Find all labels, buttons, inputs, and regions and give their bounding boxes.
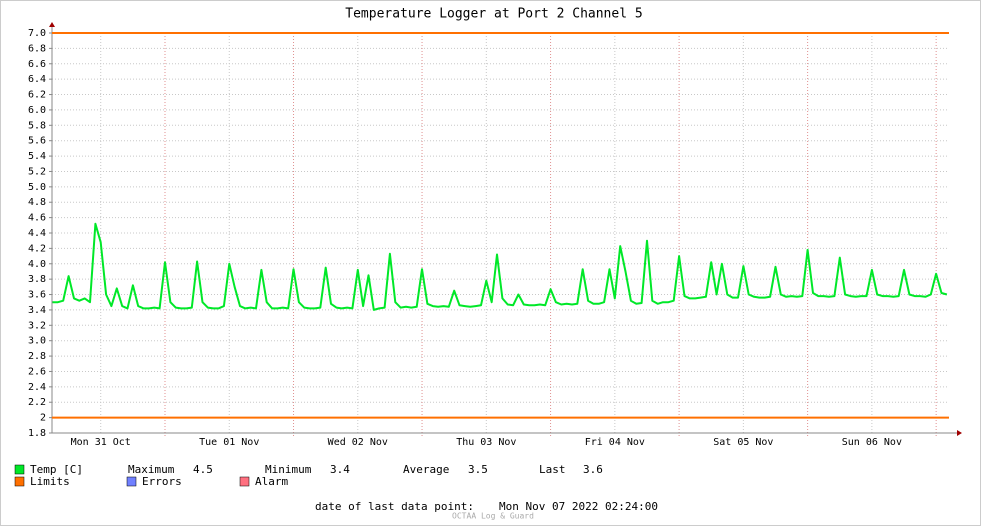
stat-label: Maximum (128, 463, 175, 476)
y-tick-label: 4.6 (28, 213, 46, 224)
x-tick-label: Sun 06 Nov (842, 437, 902, 448)
x-tick-label: Thu 03 Nov (456, 437, 516, 448)
legend-label: Alarm (255, 475, 288, 488)
legend-label: Errors (142, 475, 182, 488)
y-tick-label: 2.6 (28, 366, 46, 377)
y-tick-label: 5.4 (28, 151, 46, 162)
y-tick-label: 5.2 (28, 166, 46, 177)
watermark: OCTAA Log & Guard (452, 512, 534, 521)
y-tick-label: 6.6 (28, 59, 46, 70)
y-tick-label: 6.0 (28, 105, 46, 116)
x-tick-label: Mon 31 Oct (71, 437, 131, 448)
y-tick-label: 3.2 (28, 320, 46, 331)
x-tick-label: Sat 05 Nov (713, 437, 773, 448)
legend-swatch (14, 464, 25, 475)
y-tick-label: 7.0 (28, 28, 46, 39)
y-tick-label: 6.2 (28, 90, 46, 101)
y-tick-label: 5.0 (28, 182, 46, 193)
x-tick-label: Wed 02 Nov (328, 437, 388, 448)
footer-value: Mon Nov 07 2022 02:24:00 (499, 500, 658, 513)
y-tick-label: 4.4 (28, 228, 46, 239)
stat-label: Last (539, 463, 566, 476)
stat-label: Average (403, 463, 449, 476)
footer-label: date of last data point: (315, 500, 474, 513)
stat-value: 3.5 (468, 463, 488, 476)
series-line (52, 222, 948, 311)
x-axis-arrow (957, 430, 962, 436)
y-tick-label: 4.0 (28, 259, 46, 270)
stat-value: 3.6 (583, 463, 603, 476)
y-tick-label: 3.8 (28, 274, 46, 285)
y-tick-label: 4.2 (28, 243, 46, 254)
legend-swatch (239, 476, 250, 487)
legend-label: Temp [C] (30, 463, 83, 476)
y-tick-label: 6.4 (28, 74, 46, 85)
x-tick-label: Fri 04 Nov (585, 437, 645, 448)
y-tick-label: 2 (40, 413, 46, 424)
stat-value: 3.4 (330, 463, 350, 476)
y-tick-label: 2.8 (28, 351, 46, 362)
legend-swatch (14, 476, 25, 487)
stat-label: Minimum (265, 463, 312, 476)
y-tick-label: 5.8 (28, 120, 46, 131)
y-tick-label: 1.8 (28, 428, 46, 439)
y-tick-label: 6.8 (28, 43, 46, 54)
y-tick-label: 3.0 (28, 336, 46, 347)
stat-value: 4.5 (193, 463, 213, 476)
x-tick-label: Tue 01 Nov (199, 437, 259, 448)
legend-swatch (126, 476, 137, 487)
y-tick-label: 5.6 (28, 136, 46, 147)
y-tick-label: 2.2 (28, 397, 46, 408)
y-tick-label: 3.6 (28, 290, 46, 301)
chart-title: Temperature Logger at Port 2 Channel 5 (345, 7, 642, 22)
y-tick-label: 3.4 (28, 305, 46, 316)
y-tick-label: 4.8 (28, 197, 46, 208)
y-tick-label: 2.4 (28, 382, 46, 393)
y-axis-arrow (49, 22, 55, 27)
legend-label: Limits (30, 475, 70, 488)
